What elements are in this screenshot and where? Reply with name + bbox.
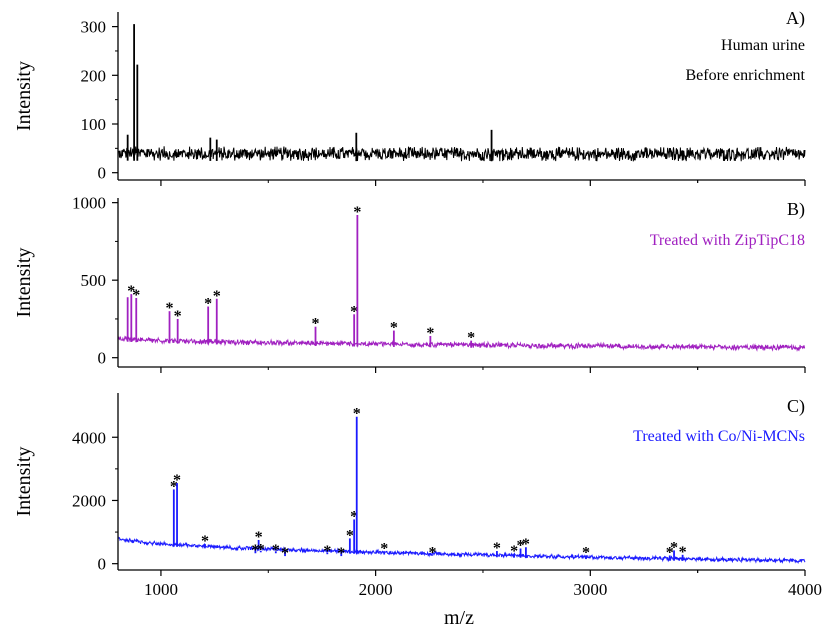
y-tick-label: 4000: [72, 428, 106, 447]
peak-star: *: [666, 544, 674, 561]
panel-label: A): [786, 8, 805, 29]
panel-label: B): [787, 199, 805, 220]
y-tick-label: 2000: [72, 491, 106, 510]
peak-star: *: [510, 543, 518, 560]
y-tick-label: 500: [81, 271, 107, 290]
peak-star: *: [493, 540, 501, 557]
peak-star: *: [255, 529, 263, 546]
peak-star: *: [173, 472, 181, 489]
panel-annotation: Human urine: [721, 37, 805, 54]
peak-star: *: [582, 544, 590, 561]
y-tick-label: 300: [81, 18, 107, 37]
x-tick-label: 3000: [573, 580, 607, 599]
peak-star: *: [390, 320, 398, 337]
peak-star: *: [312, 316, 320, 333]
peak-star: *: [166, 300, 174, 317]
peak-star: *: [337, 545, 345, 562]
y-tick-label: 200: [81, 66, 107, 85]
panel-label: C): [787, 396, 805, 417]
peak-star: *: [170, 478, 178, 495]
spectrum-trace: [117, 146, 806, 162]
peak-star: *: [429, 544, 437, 561]
x-tick-label: 4000: [788, 580, 822, 599]
peak-star: *: [174, 308, 182, 325]
peak-star: *: [350, 508, 358, 525]
y-tick-label: 0: [98, 555, 107, 574]
peak-star: *: [127, 283, 135, 300]
peak-star: *: [380, 541, 388, 558]
y-tick-label: 0: [98, 349, 107, 368]
peak-star: *: [132, 287, 140, 304]
y-axis-title: Intensity: [13, 61, 35, 131]
peak-star: *: [213, 288, 221, 305]
peak-star: *: [467, 330, 475, 347]
peak-star: *: [323, 543, 331, 560]
peak-star: *: [251, 542, 259, 559]
spectrum-trace: [117, 335, 806, 352]
spectrum-panel: 0 100 200 300 Intensity A) Human urine Before e…: [13, 8, 806, 186]
peak-star: *: [679, 544, 687, 561]
y-tick-label: 0: [98, 164, 107, 183]
peak-star: *: [522, 536, 530, 553]
peak-star: *: [426, 325, 434, 342]
peak-star: *: [257, 541, 265, 558]
peak-star: *: [201, 533, 209, 550]
x-tick-label: 2000: [359, 580, 393, 599]
y-axis-title: Intensity: [13, 248, 35, 318]
peak-star: *: [272, 542, 280, 559]
x-axis-title: m/z: [444, 607, 474, 629]
peak-star: *: [517, 538, 525, 555]
y-tick-label: 1000: [72, 194, 106, 213]
peak-star: *: [350, 303, 358, 320]
panel-annotation: Treated with Co/Ni-MCNs: [633, 428, 805, 445]
y-tick-label: 100: [81, 115, 107, 134]
peak-star: *: [204, 296, 212, 313]
y-axis-title: Intensity: [13, 447, 35, 517]
peak-star: *: [346, 527, 354, 544]
peak-star: *: [353, 406, 361, 423]
peak-star: *: [281, 545, 289, 562]
panel-annotation: Treated with ZipTipC18: [650, 232, 805, 249]
x-tick-label: 1000: [144, 580, 178, 599]
peak-star: *: [670, 539, 678, 556]
spectrum-trace: [117, 536, 806, 565]
peak-star: *: [353, 204, 361, 221]
panel-annotation: Before enrichment: [686, 67, 806, 84]
